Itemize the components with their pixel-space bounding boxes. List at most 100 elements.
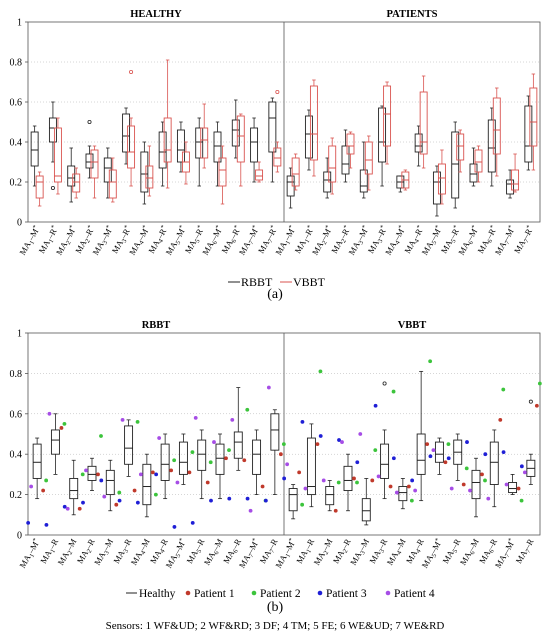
patient-point [80, 472, 85, 477]
box [67, 165, 76, 187]
patient-point [318, 369, 323, 374]
patient-point [337, 438, 341, 442]
box [178, 441, 188, 475]
box [380, 443, 390, 479]
tick-label: MA3–R* [366, 224, 388, 255]
patient-point [391, 389, 396, 394]
patient-point [358, 432, 363, 436]
patient-point [77, 506, 82, 511]
box [195, 127, 204, 159]
patient-point [81, 500, 85, 505]
patient-point [172, 458, 177, 463]
outlier [275, 90, 280, 95]
tick-label: MA2–M [55, 537, 80, 568]
patient-point [501, 387, 506, 392]
svg-text:MA4–R*: MA4–R* [146, 224, 171, 256]
patient-point [321, 478, 326, 483]
patient-point [468, 488, 472, 493]
patient-point [297, 470, 302, 475]
patient-point [504, 482, 509, 487]
patient-point [227, 496, 232, 501]
box [383, 85, 392, 147]
legend-label: RBBT [241, 275, 273, 289]
box [364, 141, 373, 175]
y-tick-label: 1 [17, 18, 22, 29]
patient-point [480, 472, 484, 477]
box [231, 119, 240, 147]
patient-point [394, 490, 399, 495]
patient-point [483, 452, 488, 457]
patient-point [388, 484, 393, 489]
patient-point [172, 525, 177, 529]
patient-point [370, 478, 375, 483]
box [35, 175, 44, 199]
patient-point [406, 484, 411, 489]
patient-point [318, 434, 323, 438]
patient-point [117, 498, 122, 503]
tick-label: MA7–R* [512, 224, 534, 255]
patient-point [99, 434, 103, 438]
box [32, 443, 42, 479]
legend-label: Patient 1 [194, 588, 235, 600]
svg-text:MA4–M: MA4–M [129, 537, 154, 568]
patient-point [153, 492, 158, 497]
box [471, 469, 481, 500]
box [176, 129, 185, 163]
box [200, 127, 209, 159]
patient-point [446, 442, 451, 446]
patient-point [84, 468, 88, 473]
box [378, 107, 387, 163]
svg-text:MA3–M: MA3–M [348, 537, 373, 568]
patient-point [281, 442, 286, 446]
patient-point [266, 385, 271, 390]
box [48, 117, 57, 143]
patient-point [44, 478, 49, 483]
patient-point [44, 523, 49, 527]
y-tick-label: 0.8 [10, 369, 23, 380]
patient-point [522, 470, 527, 475]
patient-point [315, 442, 320, 446]
box [108, 169, 117, 199]
patient-point [336, 480, 341, 485]
patient-point [138, 472, 143, 477]
patient-point [208, 460, 213, 465]
box [508, 482, 518, 494]
box [343, 465, 353, 492]
patient-point [157, 436, 162, 440]
y-tick-label: 0.2 [10, 490, 23, 501]
tick-label: MA7–R [513, 537, 537, 567]
tick-label: MA3–M [92, 537, 115, 567]
sensors-note: Sensors: 1 WF&UD; 2 WF&RD; 3 DF; 4 TM; 5… [105, 620, 445, 632]
box [252, 439, 262, 475]
y-tick-label: 1 [17, 329, 22, 340]
patient-point [227, 448, 231, 453]
patient-point [355, 480, 359, 485]
svg-text:MA2–M: MA2–M [55, 537, 80, 568]
box [398, 486, 408, 502]
legend-label: Patient 2 [260, 588, 301, 600]
tick-label: MA6–M [458, 537, 481, 567]
box [529, 87, 538, 147]
patient-point [355, 460, 360, 465]
box [414, 133, 423, 153]
subplot-title: RBBT [142, 320, 171, 331]
tick-label: MA6–R [221, 537, 243, 566]
svg-text:MA1–R: MA1–R [294, 537, 318, 567]
box [328, 145, 337, 183]
tick-label: MA4–M [385, 537, 408, 567]
svg-text:MA7–R: MA7–R [513, 537, 537, 567]
patient-point [65, 506, 70, 511]
patient-point [245, 407, 250, 412]
box [72, 173, 81, 193]
panel-a-label: (a) [267, 287, 283, 302]
outlier [528, 399, 533, 404]
box [145, 165, 154, 189]
patient-point [486, 496, 491, 501]
patient-point [449, 486, 454, 491]
patient-point [62, 422, 67, 426]
patient-point [300, 502, 305, 507]
box [346, 133, 355, 155]
patient-point [413, 488, 418, 493]
legend-label: Healthy [139, 588, 176, 600]
